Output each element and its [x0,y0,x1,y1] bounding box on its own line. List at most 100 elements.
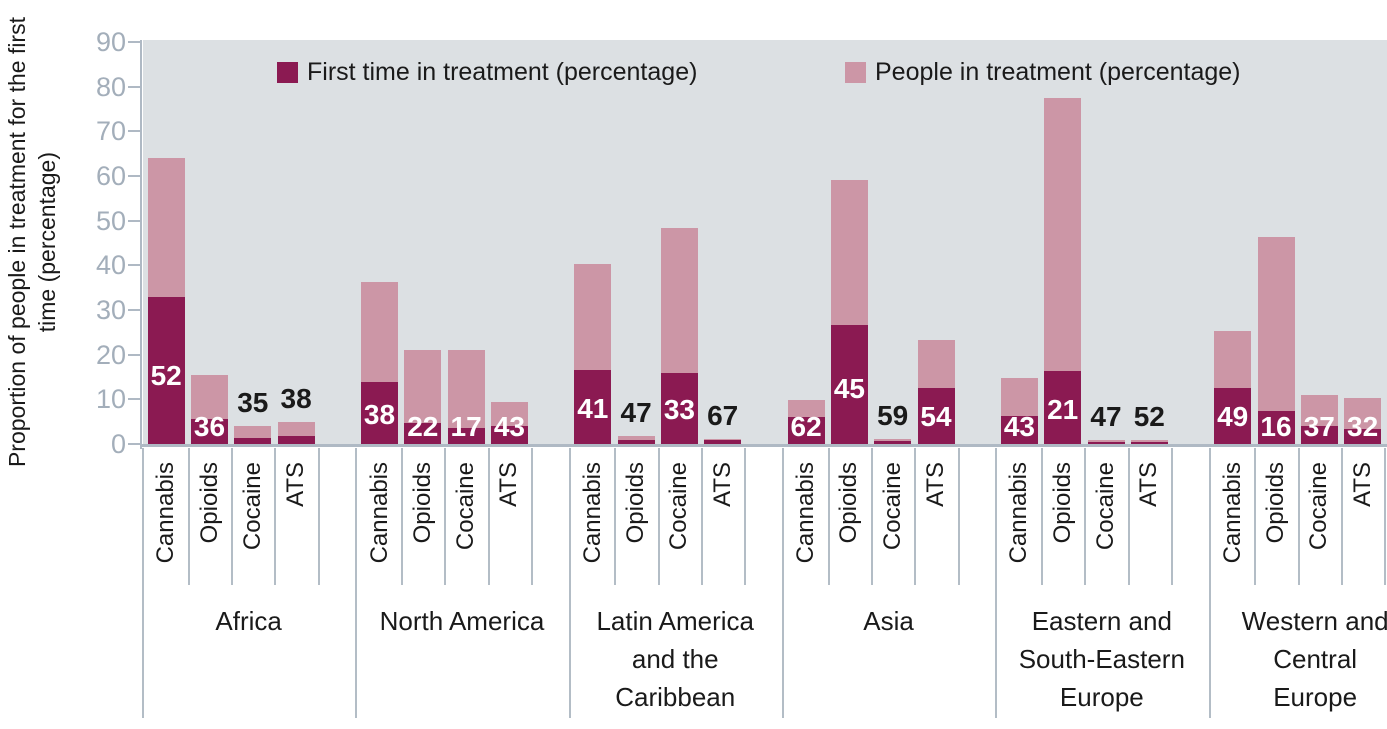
bar-first-time [447,427,485,444]
bar-value-label: 17 [450,411,482,442]
bar-value-label: 32 [1347,411,1379,442]
bar-value-label: 59 [877,400,909,432]
bar-value-label: 43 [1003,411,1035,442]
group-label-line: North America [379,606,545,636]
group-label: North America [355,602,568,640]
group-label-line: Western and [1241,606,1387,636]
x-drug-label: Cannabis [578,462,606,564]
drug-separator-line [1297,448,1300,585]
bar-value-label: 35 [237,387,269,419]
legend-swatch-first-time [277,62,298,83]
x-drug-label: ATS [282,462,310,507]
drug-separator-line [274,448,277,585]
group-label-line: Europe [1273,682,1358,712]
y-axis-title-line-2: time (percentage) [34,151,60,333]
bar-first-time [191,419,228,444]
bar-value-label: 33 [663,394,695,426]
bar-first-time [704,440,742,444]
x-drug-label: Opioids [835,462,863,544]
bar-value-label: 52 [1133,400,1165,432]
bar-first-time [787,416,825,444]
y-axis-title: Proportion of people in treatment for th… [2,17,62,467]
drug-separator-line [914,448,917,585]
group-label: Africa [142,602,355,640]
drug-separator-line [1170,448,1173,585]
y-axis-line [140,40,142,449]
y-tick-mark [128,353,140,356]
y-tick-label: 60 [95,161,126,191]
legend-item-people: People in treatment (percentage) [845,58,1241,87]
drug-separator-line [401,448,403,585]
x-drug-label: Opioids [622,462,650,544]
group-label-line: South-Eastern [1018,644,1185,674]
bar-value-label: 54 [920,401,952,433]
bar-first-time [404,423,442,444]
group-label-line: Latin America [596,606,754,636]
bar-first-time [917,388,955,444]
y-tick-mark [128,264,140,267]
drug-separator-line [957,448,960,585]
bar-first-time [277,435,315,444]
bar-first-time [660,372,698,444]
drug-separator-line [870,448,873,585]
bar-value-label: 16 [1260,411,1292,442]
bar-people-in-treatment [1257,237,1295,444]
bar-value-label: 67 [707,399,739,431]
x-drug-label: ATS [922,462,949,507]
x-drug-label: Cannabis [792,462,820,564]
x-drug-label: Cocaine [452,462,480,551]
group-label-line: Eastern and [1031,606,1172,636]
bar-value-label: 36 [193,411,226,442]
bar-first-time [1300,426,1338,444]
x-drug-label: Cocaine [1305,462,1333,551]
drug-separator-line [487,448,490,585]
group-label-line: Asia [863,606,914,636]
bar-people-in-treatment [617,436,655,444]
group-separator-line [355,448,358,718]
drug-separator-line [231,448,233,585]
group-label: Asia [782,602,995,640]
group-label-line: Caribbean [615,682,736,712]
bar-value-label: 52 [150,360,182,392]
bar-value-label: 47 [620,397,652,429]
drug-separator-line [744,448,747,585]
y-tick-label: 70 [95,116,126,147]
bar-first-time [1044,371,1082,444]
y-tick-label: 20 [95,339,126,370]
y-tick-label: 40 [95,250,126,281]
drug-separator-line [1384,448,1387,585]
bar-value-label: 45 [833,373,865,405]
y-tick-mark [128,85,140,88]
bar-value-label: 41 [577,393,609,425]
x-drug-label: Opioids [195,462,223,544]
group-label: Eastern and South-Eastern Europe [995,602,1208,716]
bar-value-label: 43 [493,411,525,442]
y-tick-mark [128,309,140,311]
bar-value-label: 22 [407,411,439,442]
legend-label-first-time: First time in treatment (percentage) [307,58,698,86]
plot-area-background [143,40,1387,444]
bar-value-label: 38 [280,382,312,414]
legend-item-first-time: First time in treatment (percentage) [277,58,697,87]
bar-first-time [1087,441,1125,444]
x-drug-label: Cannabis [365,462,393,564]
drug-separator-line [1040,448,1043,585]
drug-separator-line [530,448,533,585]
x-drug-label: Cannabis [1005,462,1033,564]
drug-separator-line [1340,448,1343,585]
x-drug-label: Cannabis [1218,462,1246,564]
y-tick-mark [128,41,140,43]
group-separator-line [1208,448,1211,718]
bar-value-label: 49 [1217,401,1249,433]
group-label: Western and Central Europe [1209,602,1387,716]
bar-first-time [574,370,612,444]
bar-first-time [1257,410,1295,444]
group-separator-line [781,448,784,718]
group-separator-line [142,448,144,718]
x-drug-label: ATS [1135,462,1163,507]
bar-first-time [490,425,528,444]
y-tick-mark [128,398,140,401]
bar-first-time [147,296,185,444]
x-drug-label: ATS [1348,462,1376,507]
